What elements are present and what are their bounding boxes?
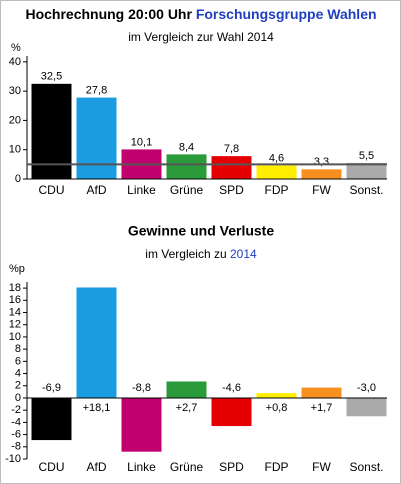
x-tick-label: SPD (219, 460, 244, 474)
value-label: 3,3 (314, 156, 329, 168)
y-tick-label: 4 (15, 367, 21, 379)
y-tick-label: -10 (5, 453, 21, 465)
title-main: Hochrechnung 20:00 Uhr (25, 6, 192, 22)
bar (346, 397, 387, 417)
chart-subtitle: im Vergleich zu 2014 (145, 247, 257, 261)
x-tick-label: Sonst. (349, 460, 383, 474)
x-tick-label: Sonst. (349, 183, 383, 197)
subtitle-main: im Vergleich zu (145, 247, 226, 261)
bar (211, 397, 252, 427)
value-label: +1,7 (311, 402, 333, 414)
value-label: +0,8 (266, 402, 288, 414)
subtitle-highlight: 2014 (230, 247, 257, 261)
x-tick-label: CDU (39, 183, 65, 197)
y-tick-label: 20 (9, 114, 21, 126)
bar (121, 397, 162, 452)
y-tick-label: -2 (11, 404, 21, 416)
value-label: +18,1 (83, 402, 111, 414)
x-tick-label: CDU (39, 460, 65, 474)
value-label: 32,5 (41, 71, 62, 83)
y-tick-label: 6 (15, 355, 21, 367)
x-tick-label: Grüne (170, 183, 204, 197)
x-tick-label: FW (312, 460, 331, 474)
value-label: 27,8 (86, 84, 107, 96)
bar (301, 387, 342, 398)
y-tick-label: 16 (9, 294, 21, 306)
value-label: 4,6 (269, 152, 284, 164)
x-tick-label: Grüne (170, 460, 204, 474)
x-tick-label: SPD (219, 183, 244, 197)
y-tick-label: -4 (11, 416, 21, 428)
bar (76, 97, 117, 179)
y-tick-label: 0 (15, 173, 21, 185)
y-tick-label: 10 (9, 331, 21, 343)
y-tick-label: 10 (9, 144, 21, 156)
x-tick-label: AfD (86, 183, 106, 197)
bar (301, 169, 342, 179)
bar (31, 397, 72, 441)
y-axis-label: %p (9, 263, 25, 275)
value-label: 5,5 (359, 150, 374, 162)
bar (256, 165, 297, 179)
value-label: +2,7 (176, 402, 198, 414)
x-tick-label: Linke (127, 460, 156, 474)
y-tick-label: 2 (15, 380, 21, 392)
y-tick-label: -8 (11, 441, 21, 453)
value-label: -3,0 (357, 382, 376, 394)
bar (76, 287, 117, 398)
value-label: -4,6 (222, 382, 241, 394)
y-tick-label: 12 (9, 319, 21, 331)
x-tick-label: FDP (265, 183, 289, 197)
value-label: 10,1 (131, 136, 152, 148)
value-label: 7,8 (224, 143, 239, 155)
y-tick-label: 14 (9, 306, 21, 318)
value-label: 8,4 (179, 141, 194, 153)
bar (211, 156, 252, 179)
value-label: -6,9 (42, 382, 61, 394)
y-tick-label: 8 (15, 343, 21, 355)
bar (166, 154, 207, 179)
bar (346, 162, 387, 179)
y-tick-label: -6 (11, 428, 21, 440)
value-label: -8,8 (132, 382, 151, 394)
chart-title: Gewinne und Verluste (128, 223, 274, 239)
x-tick-label: AfD (86, 460, 106, 474)
bar (166, 381, 207, 398)
title-source: Forschungsgruppe Wahlen (196, 6, 377, 22)
y-tick-label: 18 (9, 282, 21, 294)
bar (31, 83, 72, 179)
bar (256, 393, 297, 398)
y-axis-label: % (11, 42, 21, 54)
y-tick-label: 0 (15, 392, 21, 404)
x-tick-label: FW (312, 183, 331, 197)
y-tick-label: 40 (9, 56, 21, 68)
chart-subtitle: im Vergleich zur Wahl 2014 (128, 30, 274, 44)
chart-title: Hochrechnung 20:00 Uhr Forschungsgruppe … (25, 6, 376, 22)
x-tick-label: FDP (265, 460, 289, 474)
y-tick-label: 30 (9, 85, 21, 97)
x-tick-label: Linke (127, 183, 156, 197)
